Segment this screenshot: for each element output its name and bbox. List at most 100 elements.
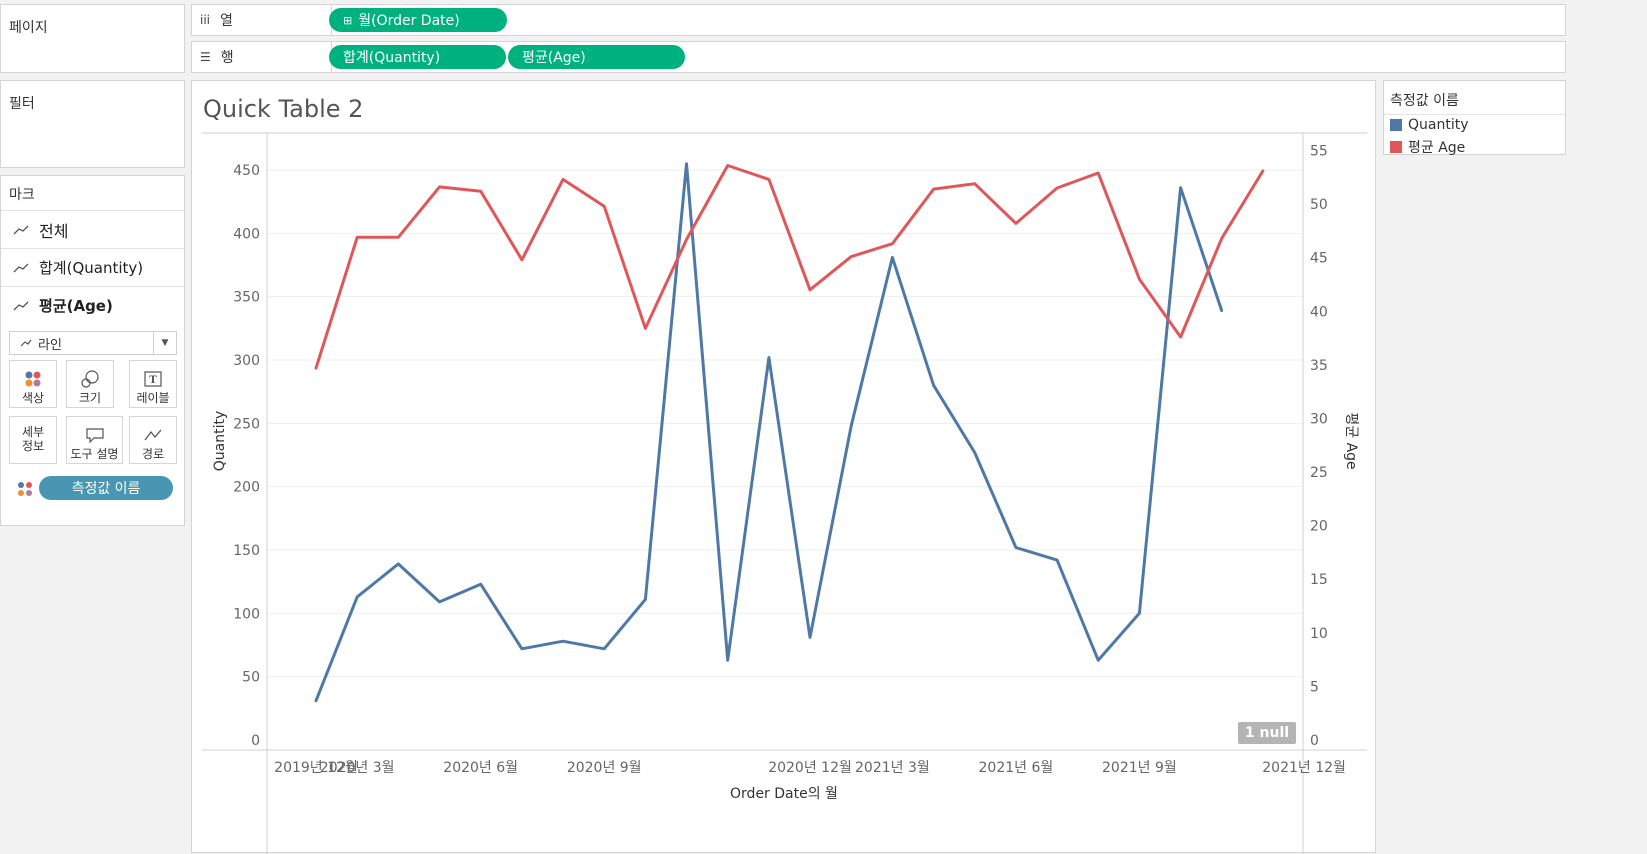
measure-names-pill-label: 측정값 이름 [71, 481, 141, 497]
pages-title: 페이지 [9, 20, 48, 36]
line-chart[interactable]: 0 50 100 150 200 250 300 350 400 450 0 5 10 15 20 25 30… [192, 81, 1377, 854]
legend-label-age: 평균 Age [1408, 140, 1466, 156]
filters-panel[interactable]: 필터 [0, 80, 185, 168]
filters-title: 필터 [9, 96, 35, 112]
color-button[interactable]: 색상 [9, 360, 57, 408]
speech-bubble-icon [67, 423, 122, 447]
path-button[interactable]: 경로 [129, 416, 177, 464]
y-right-axis-title: 평균 Age [1343, 412, 1359, 469]
rows-icon: ☰ [200, 50, 211, 64]
y-right-tick-label: 50 [1310, 197, 1328, 213]
y-left-tick-label: 250 [233, 416, 260, 432]
line-mark-icon [13, 225, 29, 234]
sheet-title: Quick Table 2 [203, 95, 364, 123]
tooltip-button[interactable]: 도구 설명 [66, 416, 123, 464]
label-button[interactable]: T 레이블 [129, 360, 177, 408]
tooltip-button-label: 도구 설명 [70, 447, 119, 461]
rows-shelf-label: ☰ 행 [192, 42, 332, 72]
y-right-tick-label: 25 [1310, 465, 1328, 481]
legend-label-quantity: Quantity [1408, 117, 1469, 133]
x-tick-label: 2020년 12월 [768, 760, 852, 776]
y-left-tick-label: 200 [233, 480, 260, 496]
detail-button-label-1: 세부 [21, 425, 45, 439]
legend-item-age[interactable]: 평균 Age [1390, 137, 1465, 157]
legend-swatch-age [1390, 141, 1402, 153]
x-tick-label: 2020년 6월 [443, 760, 518, 776]
mark-card-quantity-label: 합계(Quantity) [39, 259, 144, 277]
legend-swatch-quantity [1390, 119, 1402, 131]
mark-card-all[interactable]: 전체 [1, 210, 184, 248]
x-tick-label: 2021년 9월 [1102, 760, 1177, 776]
columns-label-text: 열 [220, 13, 233, 29]
y-right-tick-label: 5 [1310, 679, 1319, 695]
columns-shelf-label: iii 열 [192, 5, 332, 35]
y-right-tick-label: 40 [1310, 304, 1328, 320]
measure-names-pill[interactable]: 측정값 이름 [39, 476, 173, 500]
mark-type-dropdown[interactable]: 라인 ▼ [9, 331, 177, 355]
mark-card-quantity[interactable]: 합계(Quantity) [1, 248, 184, 286]
x-tick-label: 2021년 3월 [855, 760, 930, 776]
measure-names-color-icon [17, 481, 33, 501]
y-right-tick-label: 15 [1310, 572, 1328, 588]
detail-button[interactable]: 세부 정보 [9, 416, 57, 464]
y-left-tick-label: 450 [233, 163, 260, 179]
text-label-icon: T [130, 367, 176, 391]
path-line-icon [130, 423, 176, 447]
legend-item-quantity[interactable]: Quantity [1390, 117, 1469, 133]
x-axis-title: Order Date의 월 [730, 786, 838, 802]
mark-card-age-label: 평균(Age) [39, 297, 113, 315]
y-right-tick-label: 35 [1310, 358, 1328, 374]
path-button-label: 경로 [141, 447, 165, 461]
x-tick-label: 2020년 9월 [567, 760, 642, 776]
null-indicator-badge[interactable]: 1 null [1238, 722, 1296, 744]
y-right-tick-label: 10 [1310, 626, 1328, 642]
y-left-axis-title: Quantity [212, 411, 228, 472]
label-button-label: 레이블 [136, 391, 170, 405]
y-left-tick-label: 0 [251, 733, 260, 749]
rows-label-text: 행 [220, 50, 234, 66]
y-right-tick-label: 55 [1310, 144, 1328, 160]
avg-age-pill[interactable]: 평균(Age) [508, 45, 685, 69]
detail-button-label-2: 정보 [21, 439, 45, 453]
color-button-label: 색상 [21, 391, 45, 405]
right-axis-ticks: 0 5 10 15 20 25 30 35 40 45 50 55 [1310, 144, 1328, 750]
color-legend: 측정값 이름 Quantity 평균 Age [1383, 80, 1566, 157]
marks-panel: 마크 전체 합계(Quantity) 평균(Age) 라인 ▼ 색상 크기 T … [0, 175, 185, 526]
columns-icon: iii [200, 13, 211, 27]
y-left-tick-label: 300 [233, 353, 260, 369]
pages-panel: 페이지 [0, 4, 185, 73]
x-tick-label: 2021년 6월 [979, 760, 1054, 776]
line-mark-icon [20, 339, 32, 347]
plus-box-icon: ⊞ [343, 13, 353, 27]
y-left-tick-label: 150 [233, 543, 260, 559]
y-right-tick-label: 30 [1310, 411, 1328, 427]
avg-age-pill-label: 평균(Age) [522, 50, 586, 66]
size-circles-icon [67, 367, 113, 391]
columns-shelf[interactable]: iii 열 ⊞ 월(Order Date) [191, 4, 1566, 36]
worksheet-view: Quick Table 2 0 50 100 150 200 250 300 350 400 45… [191, 80, 1377, 854]
rows-shelf[interactable]: ☰ 행 합계(Quantity) 평균(Age) [191, 41, 1566, 73]
null-indicator-label: 1 null [1244, 725, 1290, 741]
line-mark-icon [13, 263, 29, 272]
svg-text:T: T [149, 375, 157, 386]
y-right-tick-label: 45 [1310, 251, 1328, 267]
order-date-month-pill[interactable]: ⊞ 월(Order Date) [329, 8, 507, 32]
sum-quantity-pill[interactable]: 합계(Quantity) [329, 45, 506, 69]
y-left-tick-label: 350 [233, 290, 260, 306]
chart-gridlines [267, 169, 1303, 678]
mark-card-age[interactable]: 평균(Age) [1, 286, 184, 324]
order-date-month-pill-label: 월(Order Date) [358, 13, 460, 29]
series-line-quantity [314, 162, 1224, 703]
chevron-down-icon[interactable]: ▼ [153, 332, 176, 354]
marks-title: 마크 [9, 187, 35, 203]
legend-title: 측정값 이름 [1390, 93, 1459, 109]
left-axis-ticks: 0 50 100 150 200 250 300 350 400 450 [233, 163, 260, 749]
y-right-tick-label: 20 [1310, 519, 1328, 535]
legend-header-divider [1384, 114, 1565, 115]
size-button-label: 크기 [78, 391, 102, 405]
size-button[interactable]: 크기 [66, 360, 114, 408]
color-dots-icon [10, 367, 56, 391]
y-right-tick-label: 0 [1310, 733, 1319, 749]
mark-card-all-label: 전체 [39, 221, 69, 241]
